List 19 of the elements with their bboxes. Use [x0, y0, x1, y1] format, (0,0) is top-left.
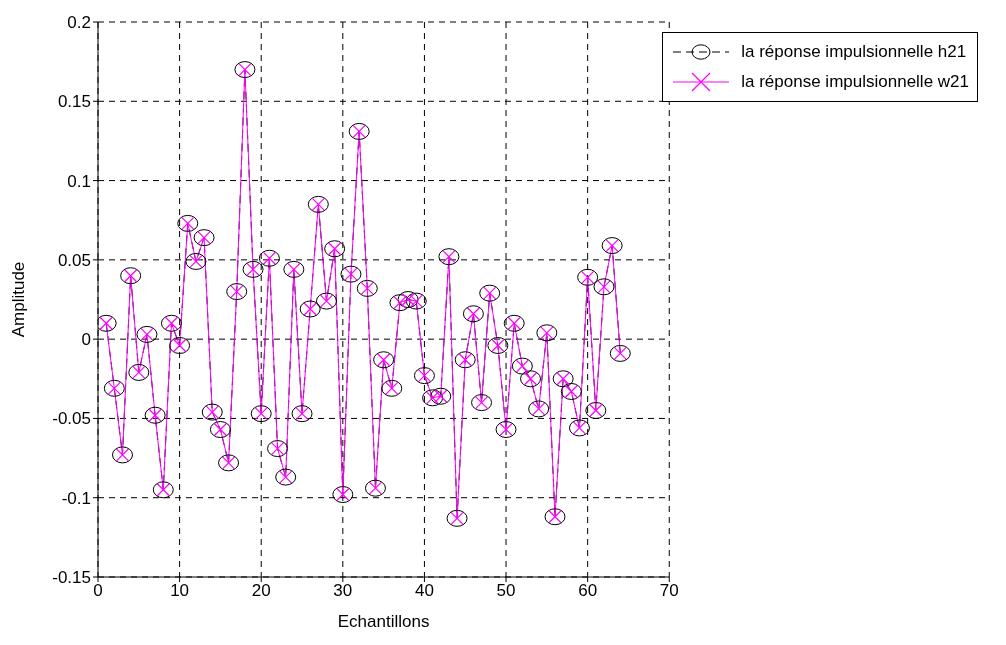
x-tick-label: 10	[170, 581, 190, 601]
x-tick-label: 30	[333, 581, 353, 601]
x-tick-label: 40	[414, 581, 434, 601]
legend-label: la réponse impulsionnelle w21	[741, 72, 969, 92]
legend-label: la réponse impulsionnelle h21	[741, 42, 967, 62]
y-tick-label: -0.15	[52, 568, 91, 588]
y-tick-label: -0.1	[61, 488, 91, 508]
y-tick-label: 0.15	[57, 92, 91, 112]
y-tick-label: 0.05	[57, 250, 91, 270]
x-tick-label: 50	[496, 581, 516, 601]
x-tick-label: 60	[578, 581, 598, 601]
y-tick-label: 0	[81, 330, 91, 350]
y-tick-label: 0.2	[67, 13, 91, 33]
x-tick-label: 70	[659, 581, 679, 601]
x-tick-label: 20	[251, 581, 271, 601]
y-tick-label: 0.1	[67, 171, 91, 191]
y-tick-label: -0.05	[52, 409, 91, 429]
y-axis-title: Amplitude	[9, 261, 29, 338]
x-axis-title: Echantillons	[337, 612, 430, 631]
